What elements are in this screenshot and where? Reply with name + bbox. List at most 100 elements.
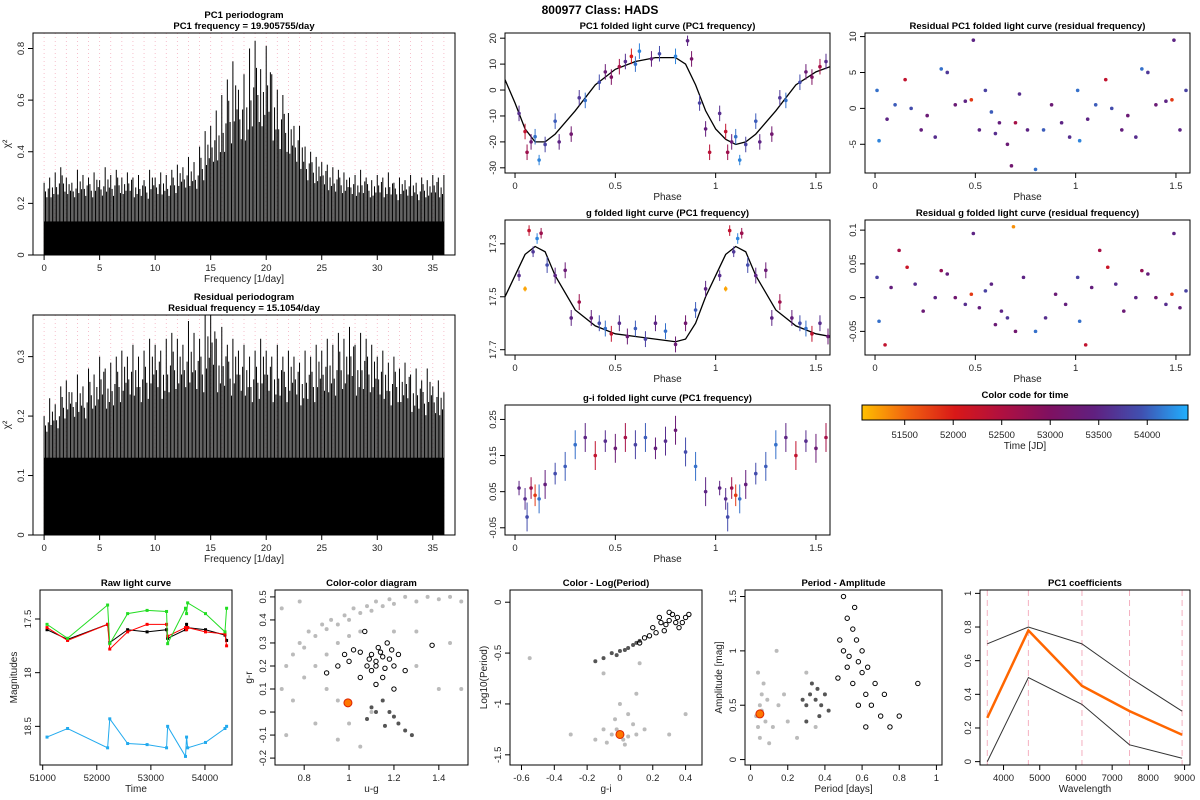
y-tick-label: 0.2: [963, 721, 974, 734]
x-axis-label: Period [days]: [814, 784, 873, 795]
data-point: [643, 435, 648, 440]
class-member-circle: [674, 614, 681, 621]
data-point: [563, 464, 567, 469]
class-member-circle: [679, 619, 686, 626]
data-point: [725, 515, 730, 519]
data-point: [913, 282, 917, 286]
data-point: [517, 273, 521, 278]
data-point: [1170, 97, 1174, 102]
background-point: [290, 698, 295, 703]
y-tick-label: -0.05: [848, 321, 859, 343]
data-point: [1021, 275, 1026, 280]
data-point: [613, 446, 618, 451]
y-tick-label: 17.5: [488, 288, 499, 307]
background-point: [358, 629, 363, 634]
plot-frame: [504, 219, 831, 356]
data-point: [537, 158, 541, 162]
data-point: [623, 59, 628, 64]
series-marker: [203, 740, 207, 744]
x-tick-label: 5000: [1029, 773, 1050, 784]
data-point: [757, 140, 762, 144]
data-point: [657, 51, 662, 56]
series-marker: [183, 626, 187, 630]
series-line: [987, 626, 1183, 712]
series-marker: [225, 724, 229, 728]
x-tick-label: 0: [872, 181, 877, 192]
y-tick-label: 0.1: [258, 682, 269, 695]
class-point: [387, 710, 392, 715]
background-point: [414, 599, 419, 604]
y-tick-label: 0: [848, 295, 859, 300]
data-point: [939, 268, 944, 273]
class-member-circle: [877, 713, 884, 719]
data-point: [729, 486, 734, 490]
plot-frame: [864, 32, 1191, 174]
data-point: [1059, 120, 1064, 125]
data-point: [529, 140, 533, 144]
data-point: [804, 439, 808, 443]
x-tick-label: 5: [97, 543, 102, 554]
class-member-circle: [650, 624, 656, 631]
series-marker: [223, 726, 227, 730]
class-member-circle: [636, 640, 643, 646]
class-point: [380, 698, 385, 703]
x-axis-label: Frequency [1/day]: [204, 554, 284, 565]
data-point: [798, 80, 802, 85]
class-member-circle: [658, 619, 664, 626]
class-member-circle: [656, 614, 663, 621]
data-point: [537, 497, 541, 501]
data-point: [743, 482, 748, 487]
data-point: [723, 287, 728, 291]
x-tick-label: 0.5: [609, 543, 622, 554]
x-tick-label: 20: [261, 263, 272, 274]
data-point: [1105, 265, 1110, 270]
data-point: [603, 326, 608, 331]
data-point: [673, 342, 678, 347]
plot-title: Residual frequency = 15.1054/day: [168, 303, 321, 314]
y-tick-label: 0.2: [16, 197, 27, 210]
data-point: [629, 54, 634, 59]
x-axis-label: Phase: [1013, 374, 1042, 385]
data-point: [717, 273, 722, 278]
background-point: [320, 622, 325, 627]
class-point: [369, 705, 374, 710]
colorbar-label: Time [JD]: [1004, 441, 1047, 452]
y-tick-label: 0.4: [16, 145, 27, 158]
background-point: [313, 721, 318, 726]
background-point: [765, 697, 770, 702]
background-point: [279, 606, 284, 611]
series-line: [46, 602, 228, 646]
data-point: [814, 446, 818, 451]
x-tick-label: 0.5: [609, 181, 622, 192]
x-tick-label: 0: [512, 363, 517, 374]
x-tick-label: 1.5: [809, 181, 822, 192]
class-member-circle: [373, 681, 379, 688]
x-tick-label: 1: [934, 773, 939, 784]
data-point: [1083, 343, 1088, 347]
x-tick-label: 1.5: [809, 363, 822, 374]
data-point: [533, 493, 537, 498]
plot-area: [875, 224, 1188, 347]
class-member-circle: [663, 621, 669, 628]
data-point: [971, 38, 976, 42]
data-point: [663, 439, 668, 443]
data-point: [764, 268, 768, 273]
data-point: [989, 110, 994, 114]
class-member-circle: [853, 637, 860, 643]
panel-gi-folded: g-i folded light curve (PC1 frequency) 0 0…: [488, 393, 831, 565]
panel-pc1-folded: PC1 folded light curve (PC1 frequency) 0 0…: [488, 21, 831, 203]
plot-frame: [274, 589, 469, 766]
y-tick-label: -0.05: [488, 517, 499, 539]
y-tick-label: 18.5: [23, 717, 34, 736]
x-tick-label: 1.5: [1169, 181, 1182, 192]
data-point: [804, 326, 808, 331]
series-marker: [45, 735, 49, 739]
data-point: [623, 435, 628, 440]
series-marker: [225, 638, 229, 642]
plot-title: PC1 periodogram: [204, 10, 283, 21]
background-point: [347, 617, 352, 622]
data-point: [725, 150, 730, 155]
background-point: [613, 717, 618, 722]
series-marker: [185, 612, 189, 616]
data-point: [609, 332, 614, 336]
